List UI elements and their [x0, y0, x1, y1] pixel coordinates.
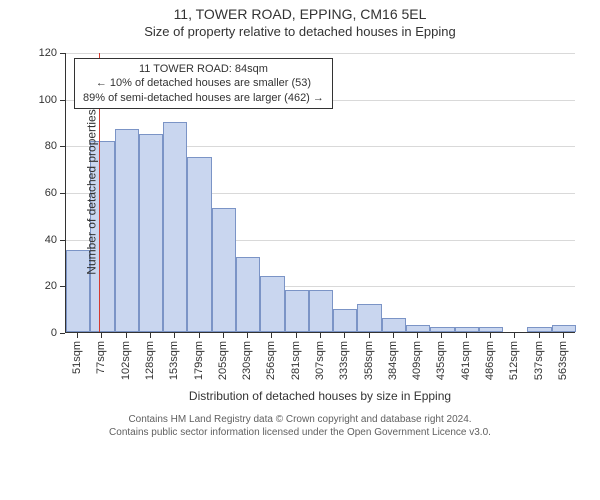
x-tick-mark — [344, 333, 345, 338]
histogram-bar — [552, 325, 576, 332]
x-tick-mark — [563, 333, 564, 338]
x-tick-label: 51sqm — [71, 341, 83, 374]
y-tick-mark — [60, 333, 65, 334]
y-tick-label: 100 — [31, 94, 57, 106]
x-tick-mark — [126, 333, 127, 338]
callout-line-1: 11 TOWER ROAD: 84sqm — [83, 62, 324, 76]
x-tick-label: 409sqm — [411, 341, 423, 380]
y-tick-label: 80 — [31, 140, 57, 152]
x-tick-mark — [369, 333, 370, 338]
x-tick-mark — [174, 333, 175, 338]
y-tick-label: 120 — [31, 47, 57, 59]
chart-container: 11 TOWER ROAD: 84sqm← 10% of detached ho… — [0, 43, 600, 413]
page-subtitle: Size of property relative to detached ho… — [0, 24, 600, 39]
y-tick-label: 40 — [31, 234, 57, 246]
footer: Contains HM Land Registry data © Crown c… — [0, 413, 600, 439]
histogram-bar — [479, 327, 503, 332]
x-tick-label: 77sqm — [95, 341, 107, 374]
x-tick-mark — [247, 333, 248, 338]
x-tick-label: 153sqm — [168, 341, 180, 380]
histogram-bar — [382, 318, 406, 332]
y-axis-label: Number of detached properties — [85, 109, 99, 274]
x-tick-label: 179sqm — [193, 341, 205, 380]
plot-area: 11 TOWER ROAD: 84sqm← 10% of detached ho… — [65, 53, 575, 333]
x-axis-label: Distribution of detached houses by size … — [65, 389, 575, 403]
footer-line-1: Contains HM Land Registry data © Crown c… — [0, 413, 600, 426]
x-tick-label: 435sqm — [435, 341, 447, 380]
x-tick-label: 384sqm — [387, 341, 399, 380]
x-tick-mark — [199, 333, 200, 338]
histogram-bar — [139, 134, 163, 332]
histogram-bar — [285, 290, 309, 332]
x-tick-label: 512sqm — [508, 341, 520, 380]
x-tick-label: 128sqm — [144, 341, 156, 380]
page-title: 11, TOWER ROAD, EPPING, CM16 5EL — [0, 6, 600, 22]
grid-line — [66, 53, 575, 54]
x-tick-mark — [320, 333, 321, 338]
x-tick-mark — [296, 333, 297, 338]
x-tick-mark — [466, 333, 467, 338]
histogram-bar — [333, 309, 357, 332]
histogram-bar — [527, 327, 551, 332]
x-tick-label: 230sqm — [241, 341, 253, 380]
y-tick-mark — [60, 146, 65, 147]
y-tick-label: 60 — [31, 187, 57, 199]
x-tick-mark — [223, 333, 224, 338]
histogram-bar — [309, 290, 333, 332]
y-tick-label: 20 — [31, 280, 57, 292]
x-tick-mark — [101, 333, 102, 338]
histogram-bar — [163, 122, 187, 332]
x-tick-label: 256sqm — [265, 341, 277, 380]
histogram-bar — [406, 325, 430, 332]
x-tick-label: 486sqm — [484, 341, 496, 380]
x-tick-mark — [417, 333, 418, 338]
x-tick-mark — [490, 333, 491, 338]
y-tick-mark — [60, 53, 65, 54]
x-tick-label: 333sqm — [338, 341, 350, 380]
footer-line-2: Contains public sector information licen… — [0, 426, 600, 439]
y-tick-mark — [60, 193, 65, 194]
x-tick-mark — [393, 333, 394, 338]
x-tick-mark — [539, 333, 540, 338]
histogram-bar — [455, 327, 479, 332]
x-tick-label: 461sqm — [460, 341, 472, 380]
x-tick-mark — [514, 333, 515, 338]
histogram-bar — [115, 129, 139, 332]
histogram-bar — [260, 276, 284, 332]
histogram-bar — [212, 208, 236, 332]
x-tick-label: 102sqm — [120, 341, 132, 380]
x-tick-label: 307sqm — [314, 341, 326, 380]
callout-line-3: 89% of semi-detached houses are larger (… — [83, 91, 324, 105]
x-tick-mark — [271, 333, 272, 338]
histogram-bar — [430, 327, 454, 332]
histogram-bar — [187, 157, 211, 332]
x-tick-label: 537sqm — [533, 341, 545, 380]
x-tick-label: 205sqm — [217, 341, 229, 380]
x-tick-mark — [150, 333, 151, 338]
x-tick-label: 281sqm — [290, 341, 302, 380]
callout-line-2: ← 10% of detached houses are smaller (53… — [83, 76, 324, 90]
y-tick-mark — [60, 100, 65, 101]
x-tick-label: 563sqm — [557, 341, 569, 380]
callout-box: 11 TOWER ROAD: 84sqm← 10% of detached ho… — [74, 58, 333, 109]
x-tick-label: 358sqm — [363, 341, 375, 380]
x-tick-mark — [77, 333, 78, 338]
histogram-bar — [357, 304, 381, 332]
y-tick-mark — [60, 286, 65, 287]
y-tick-label: 0 — [31, 327, 57, 339]
histogram-bar — [236, 257, 260, 332]
x-tick-mark — [441, 333, 442, 338]
y-tick-mark — [60, 240, 65, 241]
